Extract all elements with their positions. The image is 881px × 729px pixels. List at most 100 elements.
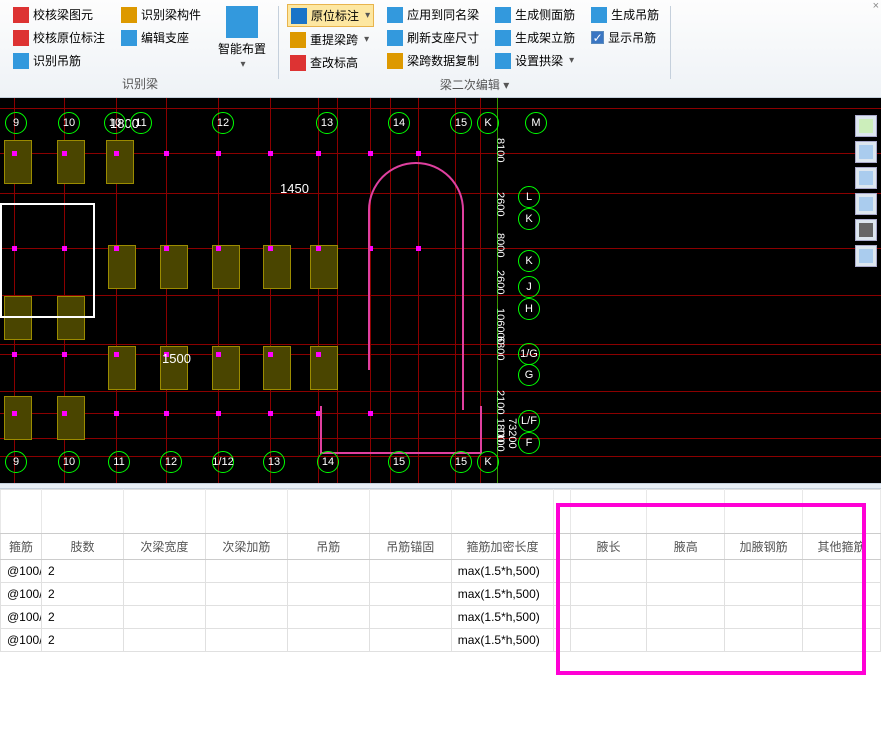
table-row[interactable]: @100/2max(1.5*h,500) (1, 606, 881, 629)
tool-icon (290, 32, 306, 48)
刷新支座尺寸-button[interactable]: 刷新支座尺寸 (384, 27, 482, 48)
col-header (554, 534, 570, 560)
col-header: 次梁宽度 (123, 534, 205, 560)
drawing-canvas[interactable]: 180014501500910101112131415KM91011121/12… (0, 98, 881, 483)
side-dimension: 8000 (494, 233, 506, 257)
axis-bubble: 11 (130, 112, 152, 134)
col-header: 加腋钢筋 (725, 534, 803, 560)
编辑支座-button[interactable]: 编辑支座 (118, 27, 204, 48)
view3d-icon[interactable] (855, 141, 877, 163)
axis-bubble: 15 (450, 451, 472, 473)
side-dimension: 8100 (494, 138, 506, 162)
close-icon[interactable]: × (873, 0, 879, 12)
col-header: 腋长 (570, 534, 647, 560)
col-header: 箍筋加密长度 (451, 534, 553, 560)
group-label: 识别梁 (122, 72, 158, 96)
识别吊筋-button[interactable]: 识别吊筋 (10, 50, 108, 71)
tool-icon (13, 30, 29, 46)
tool-icon (13, 7, 29, 23)
button-label: 原位标注 (311, 7, 359, 24)
智能布置-button[interactable]: 智能布置▾ (214, 4, 270, 72)
axis-bubble: 11 (108, 451, 130, 473)
tool-icon (121, 7, 137, 23)
axis-bubble: J (518, 276, 540, 298)
list-icon[interactable] (855, 245, 877, 267)
data-table-panel: 箍筋肢数次梁宽度次梁加筋吊筋吊筋锚固箍筋加密长度腋长腋高加腋钢筋其他箍筋 @10… (0, 489, 881, 652)
tool-icon (591, 7, 607, 23)
原位标注-button[interactable]: 原位标注 ▾ (287, 4, 374, 27)
axis-bubble: K (518, 208, 540, 230)
axis-bubble: 10 (104, 112, 126, 134)
side-dimension: 2600 (494, 270, 506, 294)
table-row[interactable]: @100/2max(1.5*h,500) (1, 560, 881, 583)
axis-bubble: 14 (317, 451, 339, 473)
chevron-down-icon: ▾ (364, 34, 369, 45)
生成架立筋-button[interactable]: 生成架立筋 (492, 27, 578, 48)
设置拱梁-button[interactable]: 设置拱梁▾ (492, 50, 578, 71)
col-header: 吊筋锚固 (369, 534, 451, 560)
col-header: 肢数 (41, 534, 123, 560)
button-label: 设置拱梁 (515, 52, 563, 69)
axis-bubble: L (518, 186, 540, 208)
axis-bubble: H (518, 298, 540, 320)
cube-icon[interactable] (855, 167, 877, 189)
生成侧面筋-button[interactable]: 生成侧面筋 (492, 4, 578, 25)
table-row[interactable]: @100/2max(1.5*h,500) (1, 629, 881, 652)
dimension-label: 1500 (162, 351, 191, 366)
button-label: 刷新支座尺寸 (407, 29, 479, 46)
生成吊筋-button[interactable]: 生成吊筋 (588, 4, 662, 25)
梁跨数据复制-button[interactable]: 梁跨数据复制 (384, 50, 482, 71)
col-header: 次梁加筋 (205, 534, 287, 560)
校核原位标注-button[interactable]: 校核原位标注 (10, 27, 108, 48)
button-label: 生成侧面筋 (515, 6, 575, 23)
beam-table: 箍筋肢数次梁宽度次梁加筋吊筋吊筋锚固箍筋加密长度腋长腋高加腋钢筋其他箍筋 @10… (0, 489, 881, 652)
side-dimension: 2100 (494, 390, 506, 414)
axis-bubble: 12 (160, 451, 182, 473)
axis-bubble: 13 (316, 112, 338, 134)
side-dimension: 73200 (506, 418, 518, 449)
tool-icon (387, 7, 403, 23)
axis-bubble: 13 (263, 451, 285, 473)
box-icon[interactable] (855, 193, 877, 215)
button-label: 查改标高 (310, 54, 358, 71)
axis-bubble: K (477, 451, 499, 473)
button-label: 识别梁构件 (141, 6, 201, 23)
button-label: 生成吊筋 (611, 6, 659, 23)
ribbon: 校核梁图元校核原位标注识别吊筋识别梁构件编辑支座智能布置▾识别梁原位标注▾重提梁… (0, 0, 881, 98)
checkbox-icon[interactable]: ✓ (591, 31, 604, 44)
查改标高-button[interactable]: 查改标高 (287, 52, 374, 73)
axis-bubble: M (525, 112, 547, 134)
axis-bubble: 9 (5, 112, 27, 134)
识别梁构件-button[interactable]: 识别梁构件 (118, 4, 204, 25)
重提梁跨-button[interactable]: 重提梁跨 ▾ (287, 29, 374, 50)
button-label: 校核原位标注 (33, 29, 105, 46)
tool-icon (387, 30, 403, 46)
rotate-icon[interactable] (855, 219, 877, 241)
col-header: 其他箍筋 (803, 534, 881, 560)
button-label: 识别吊筋 (33, 52, 81, 69)
tool-icon (121, 30, 137, 46)
chevron-down-icon: ▾ (365, 10, 370, 21)
axis-bubble: 9 (5, 451, 27, 473)
tool-icon (495, 53, 511, 69)
button-label: 显示吊筋 (608, 29, 656, 46)
button-label: 梁跨数据复制 (407, 52, 479, 69)
axis-bubble: F (518, 432, 540, 454)
globe-icon[interactable] (855, 115, 877, 137)
axis-bubble: 15 (450, 112, 472, 134)
button-label: 编辑支座 (141, 29, 189, 46)
table-row[interactable]: @100/2max(1.5*h,500) (1, 583, 881, 606)
tool-icon (387, 53, 403, 69)
axis-bubble: 1/12 (212, 451, 234, 473)
button-label: 应用到同名梁 (407, 6, 479, 23)
button-label: 重提梁跨 (310, 31, 358, 48)
tool-icon (13, 53, 29, 69)
axis-bubble: 15 (388, 451, 410, 473)
校核梁图元-button[interactable]: 校核梁图元 (10, 4, 108, 25)
应用到同名梁-button[interactable]: 应用到同名梁 (384, 4, 482, 25)
axis-bubble: K (518, 250, 540, 272)
axis-bubble: 10 (58, 112, 80, 134)
col-header: 腋高 (647, 534, 725, 560)
tool-icon (291, 8, 307, 24)
显示吊筋-button[interactable]: ✓ 显示吊筋 (588, 27, 662, 48)
